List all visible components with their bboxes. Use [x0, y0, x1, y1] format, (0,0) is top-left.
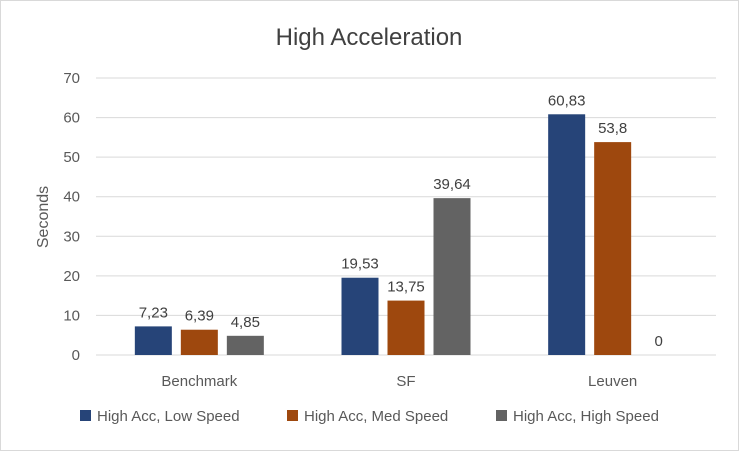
legend-label: High Acc, Low Speed [97, 408, 240, 425]
chart-title: High Acceleration [276, 24, 463, 51]
y-tick-label: 20 [63, 268, 80, 285]
data-label: 39,64 [433, 176, 471, 193]
data-label: 60,83 [548, 92, 586, 109]
data-label: 53,8 [598, 120, 627, 137]
legend: High Acc, Low Speed High Acc, Med Speed Hi… [80, 408, 659, 425]
legend-swatch [80, 410, 91, 421]
data-label: 0 [654, 333, 662, 350]
x-axis-ticks: Benchmark SF Leuven [161, 373, 637, 390]
bar-sf-series-1 [341, 277, 379, 355]
y-axis-title: Seconds [35, 186, 52, 248]
x-tick-label: SF [396, 373, 415, 390]
data-label: 7,23 [139, 304, 168, 321]
data-label: 4,85 [231, 314, 260, 331]
y-tick-label: 0 [72, 347, 80, 364]
data-label: 19,53 [341, 256, 379, 273]
y-tick-label: 70 [63, 70, 80, 87]
y-tick-label: 10 [63, 307, 80, 324]
bar-benchmark-series-1 [134, 326, 172, 355]
bars [134, 114, 632, 355]
bar-sf-series-3 [433, 198, 471, 355]
x-tick-label: Benchmark [161, 373, 237, 390]
bar-leuven-series-1 [548, 114, 586, 355]
gridlines [96, 77, 716, 356]
data-label: 6,39 [185, 308, 214, 325]
bar-benchmark-series-3 [226, 335, 264, 355]
y-tick-label: 40 [63, 189, 80, 206]
x-tick-label: Leuven [588, 373, 637, 390]
legend-swatch [287, 410, 298, 421]
legend-label: High Acc, High Speed [513, 408, 659, 425]
bar-leuven-series-2 [594, 142, 632, 355]
data-label: 13,75 [387, 279, 425, 296]
legend-swatch [496, 410, 507, 421]
data-labels: 7,23 6,39 4,85 19,53 13,75 39,64 60,83 53,8 0 [139, 92, 663, 350]
y-tick-label: 50 [63, 149, 80, 166]
bar-sf-series-2 [387, 300, 425, 355]
bar-benchmark-series-2 [180, 329, 218, 355]
y-tick-label: 30 [63, 228, 80, 245]
y-tick-label: 60 [63, 110, 80, 127]
legend-label: High Acc, Med Speed [304, 408, 448, 425]
y-axis-ticks: 0 10 20 30 40 50 60 70 [63, 70, 80, 364]
